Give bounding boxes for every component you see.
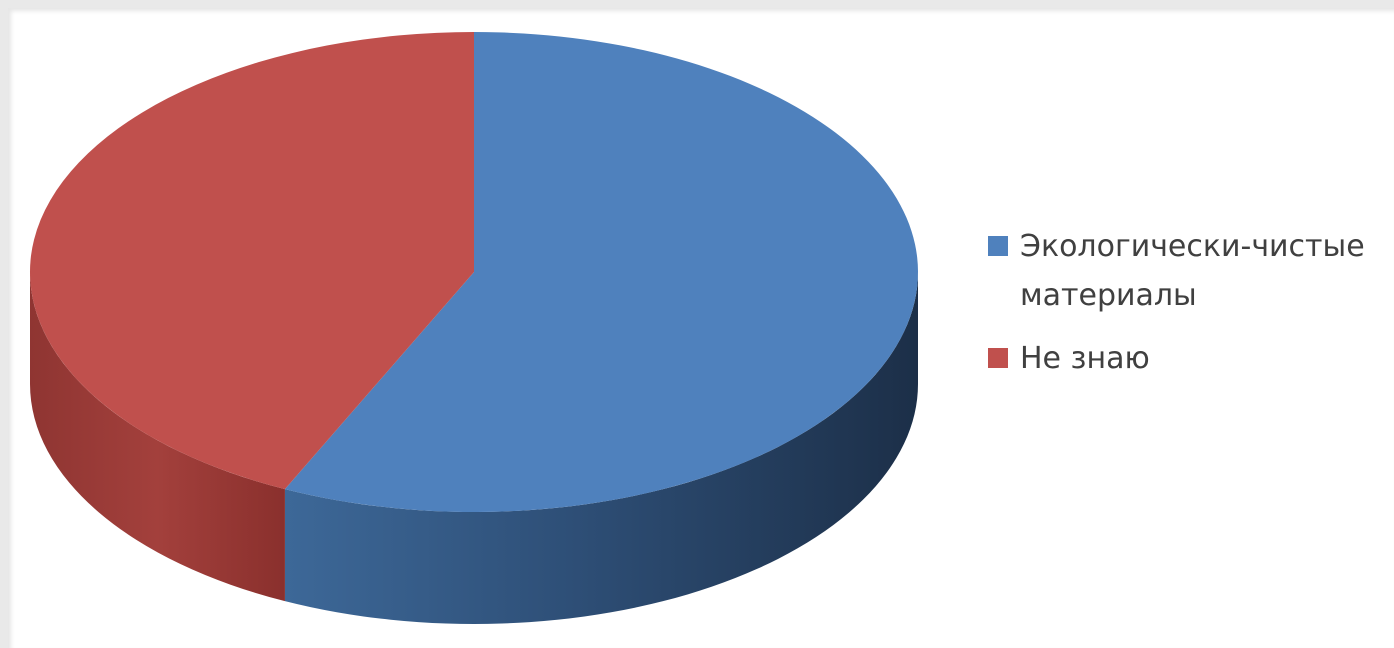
- legend-label-dont-know: Не знаю: [1020, 341, 1150, 376]
- legend-item-ecological: Экологически-чистые материалы: [986, 222, 1386, 320]
- pie-slice-ecological: [284, 32, 918, 512]
- pie-side-ecological: [284, 272, 918, 625]
- legend-item-dont-know: Не знаю: [986, 334, 1386, 383]
- chart-legend: Экологически-чистые материалы Не знаю: [986, 222, 1386, 397]
- pie-slice-dont-know: [29, 32, 475, 490]
- pie-side-dont-know: [30, 272, 285, 602]
- legend-label-ecological-line1: Экологически-чистые: [1020, 229, 1365, 264]
- legend-swatch-red-icon: [988, 348, 1008, 368]
- legend-label-ecological-line2: материалы: [1020, 278, 1197, 313]
- legend-swatch-blue-icon: [988, 236, 1008, 256]
